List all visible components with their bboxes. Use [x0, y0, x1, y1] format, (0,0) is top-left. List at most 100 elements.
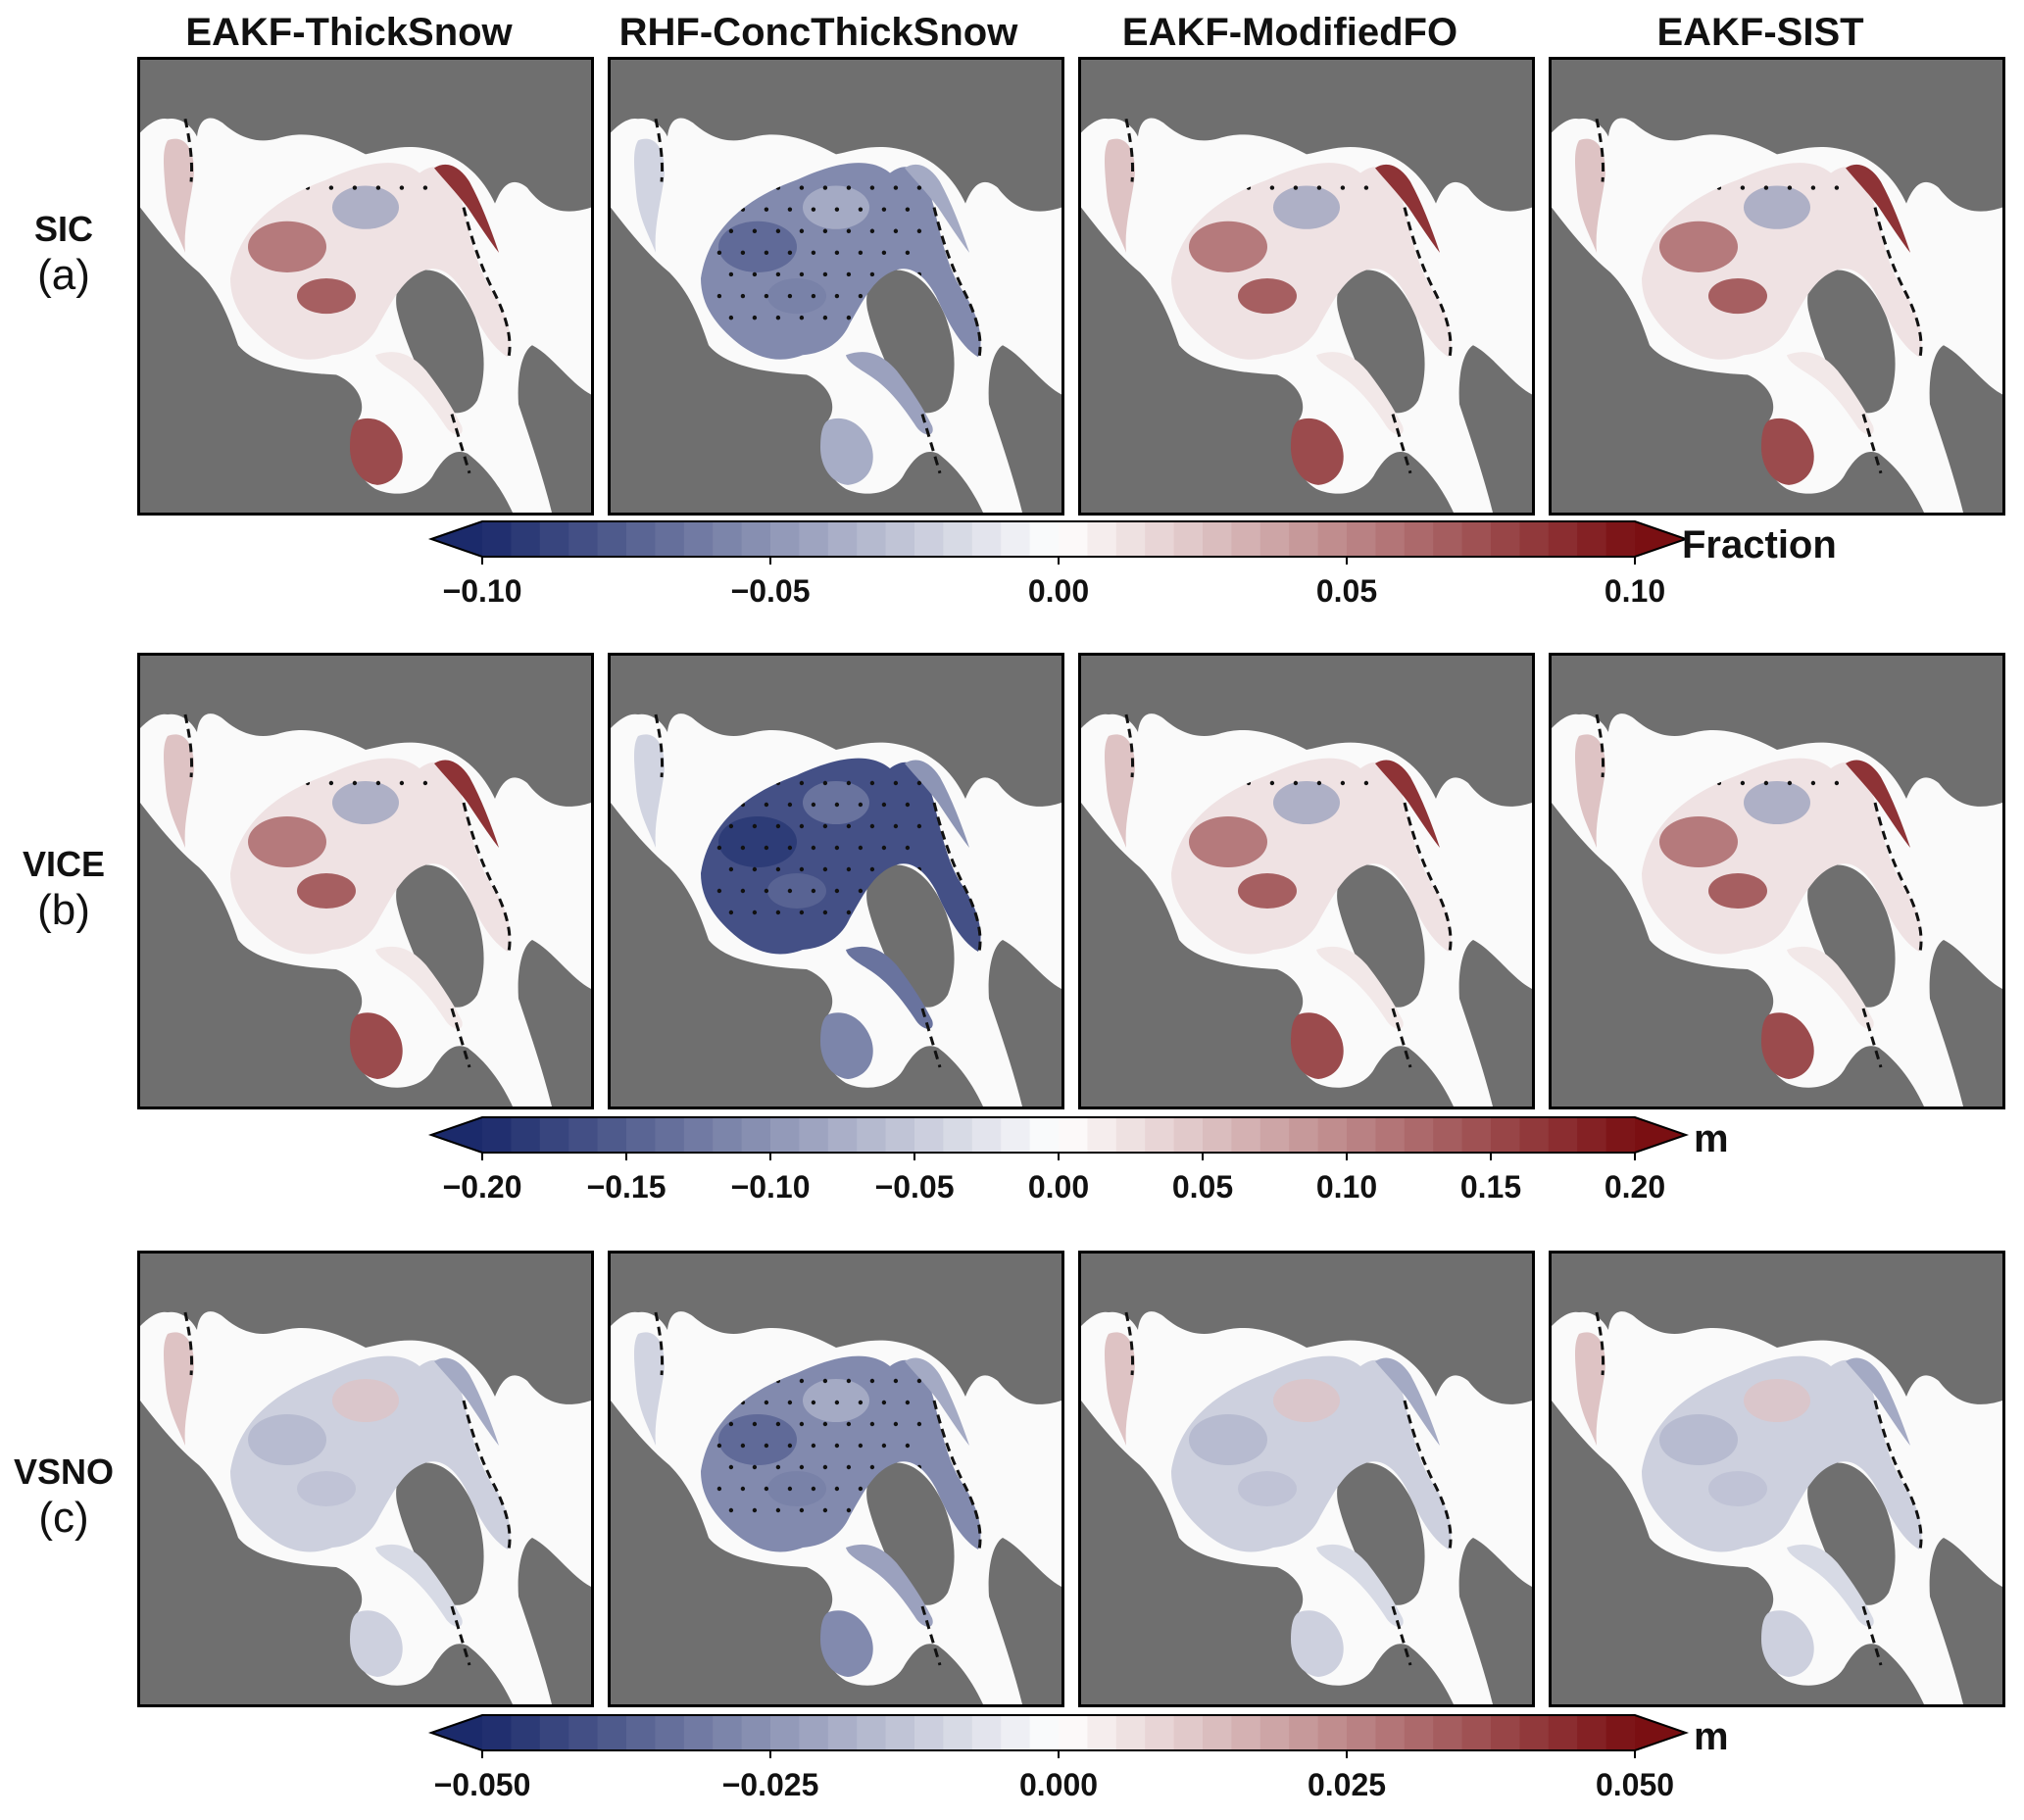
colorbar-segment — [1605, 1715, 1636, 1750]
ice-edge-line — [932, 207, 982, 358]
significance-dot — [1740, 185, 1746, 190]
colorbar-max-arrow — [1635, 1117, 1686, 1153]
colorbar-segment — [713, 1117, 743, 1153]
land-eurasia — [611, 1254, 1061, 1404]
archipelago-channel — [389, 343, 401, 352]
colorbar-sic: −0.10 −0.05 0.00 0.05 0.10 — [427, 520, 1690, 624]
significance-dot — [1787, 780, 1793, 786]
significance-dot — [1340, 185, 1346, 190]
significance-dot — [716, 888, 722, 894]
ice-edge-line — [450, 1605, 471, 1666]
land-greenland — [866, 270, 955, 414]
hudson-anomaly — [1761, 418, 1814, 485]
hudson-anomaly — [1291, 418, 1344, 485]
colorbar-tick-label: −0.05 — [731, 573, 811, 609]
colorbar-segment — [597, 521, 627, 557]
significance-dot — [728, 1507, 734, 1513]
significance-dot — [822, 185, 828, 190]
significance-dot — [1810, 780, 1816, 786]
anomaly-patch — [1189, 221, 1267, 272]
archipelago-channel — [1330, 938, 1342, 946]
land-north-america — [1081, 803, 1454, 1107]
colorbar-vice: −0.20 −0.15 −0.10 −0.05 0.00 0.05 0.10 0.15 0.20 — [427, 1116, 1690, 1220]
colorbar-segment — [1375, 1715, 1406, 1750]
colorbar-segment — [1375, 521, 1406, 557]
colorbar-segment — [1577, 1117, 1607, 1153]
baffin-anomaly — [375, 1544, 463, 1627]
significance-dot — [740, 845, 746, 851]
bering-anomaly — [1575, 734, 1605, 848]
colorbar-segment — [885, 1715, 915, 1750]
colorbar-segment — [1347, 1117, 1376, 1153]
colorbar-segment — [539, 1117, 569, 1153]
significance-dot — [1740, 780, 1746, 786]
ice-edge-line — [462, 802, 512, 953]
baffin-anomaly — [846, 352, 933, 435]
archipelago-channel — [1301, 1539, 1316, 1549]
colorbar-segment — [597, 1715, 627, 1750]
significance-dot — [1363, 185, 1369, 190]
land-north-america — [1552, 1401, 1924, 1704]
significance-dot — [328, 185, 334, 190]
ice-edge-line — [1861, 1008, 1883, 1068]
land-north-america — [1081, 1401, 1454, 1704]
colorbar-segment — [1317, 521, 1348, 557]
anomaly-patch — [767, 873, 826, 909]
colorbar-tick-label: 0.00 — [1028, 1169, 1089, 1205]
east-ice-edge-anomaly — [1846, 164, 1910, 253]
archipelago-channel — [830, 941, 846, 951]
significance-dot — [787, 1400, 793, 1405]
colorbar-segment — [857, 1715, 887, 1750]
ice-edge-line — [920, 1605, 942, 1666]
significance-dot — [764, 888, 769, 894]
colorbar-segment — [683, 1715, 714, 1750]
significance-dot — [811, 250, 816, 256]
colorbar-segment — [1001, 521, 1031, 557]
land-scandinavia — [518, 1538, 591, 1704]
bering-anomaly — [1105, 138, 1135, 253]
significance-dot — [1363, 780, 1369, 786]
colorbar-segment — [1231, 521, 1261, 557]
anomaly-patch — [1238, 1471, 1297, 1506]
archipelago-channel — [1293, 958, 1305, 965]
bering-anomaly — [634, 138, 665, 253]
significance-dot — [799, 866, 805, 872]
colorbar-segment — [1173, 1117, 1204, 1153]
colorbar-segment — [1087, 1715, 1117, 1750]
row-label-vsno: VSNO (c) — [0, 1451, 127, 1543]
significance-dot — [764, 293, 769, 299]
ice-anomaly-field — [230, 1355, 511, 1552]
significance-dot — [905, 1400, 911, 1405]
hudson-anomaly — [1291, 1610, 1344, 1677]
land-scandinavia — [1929, 345, 2002, 513]
map-panel-sic-3 — [1078, 57, 1535, 516]
significance-dot — [728, 228, 734, 233]
significance-dot — [787, 293, 793, 299]
east-ice-edge-anomaly — [434, 164, 499, 253]
baffin-anomaly — [846, 1544, 933, 1627]
colorbar-segment — [568, 1715, 599, 1750]
anomaly-patch — [332, 781, 399, 824]
significance-dot — [834, 802, 840, 808]
colorbar-segment — [683, 521, 714, 557]
colorbar-segment — [1289, 1117, 1319, 1153]
colorbar-segment — [770, 1117, 800, 1153]
land-eurasia — [1081, 60, 1532, 212]
significance-dot — [752, 315, 758, 320]
significance-dot — [399, 780, 405, 786]
significance-dot — [846, 1421, 852, 1427]
colorbar-segment — [1145, 1715, 1175, 1750]
colorbar-segment — [1203, 1715, 1232, 1750]
colorbar-tick-label: 0.00 — [1028, 573, 1089, 609]
anomaly-patch — [248, 221, 326, 272]
significance-dot — [869, 1421, 875, 1427]
significance-dot — [799, 910, 805, 915]
significance-dot — [787, 1443, 793, 1449]
archipelago-channel — [360, 1539, 375, 1549]
colorbar-tick-label: −0.025 — [722, 1767, 819, 1802]
map-panel-vsno-1 — [137, 1251, 594, 1707]
significance-dot — [846, 1464, 852, 1470]
baffin-anomaly — [1787, 352, 1874, 435]
land-greenland — [1807, 270, 1896, 414]
significance-dot — [916, 823, 922, 829]
